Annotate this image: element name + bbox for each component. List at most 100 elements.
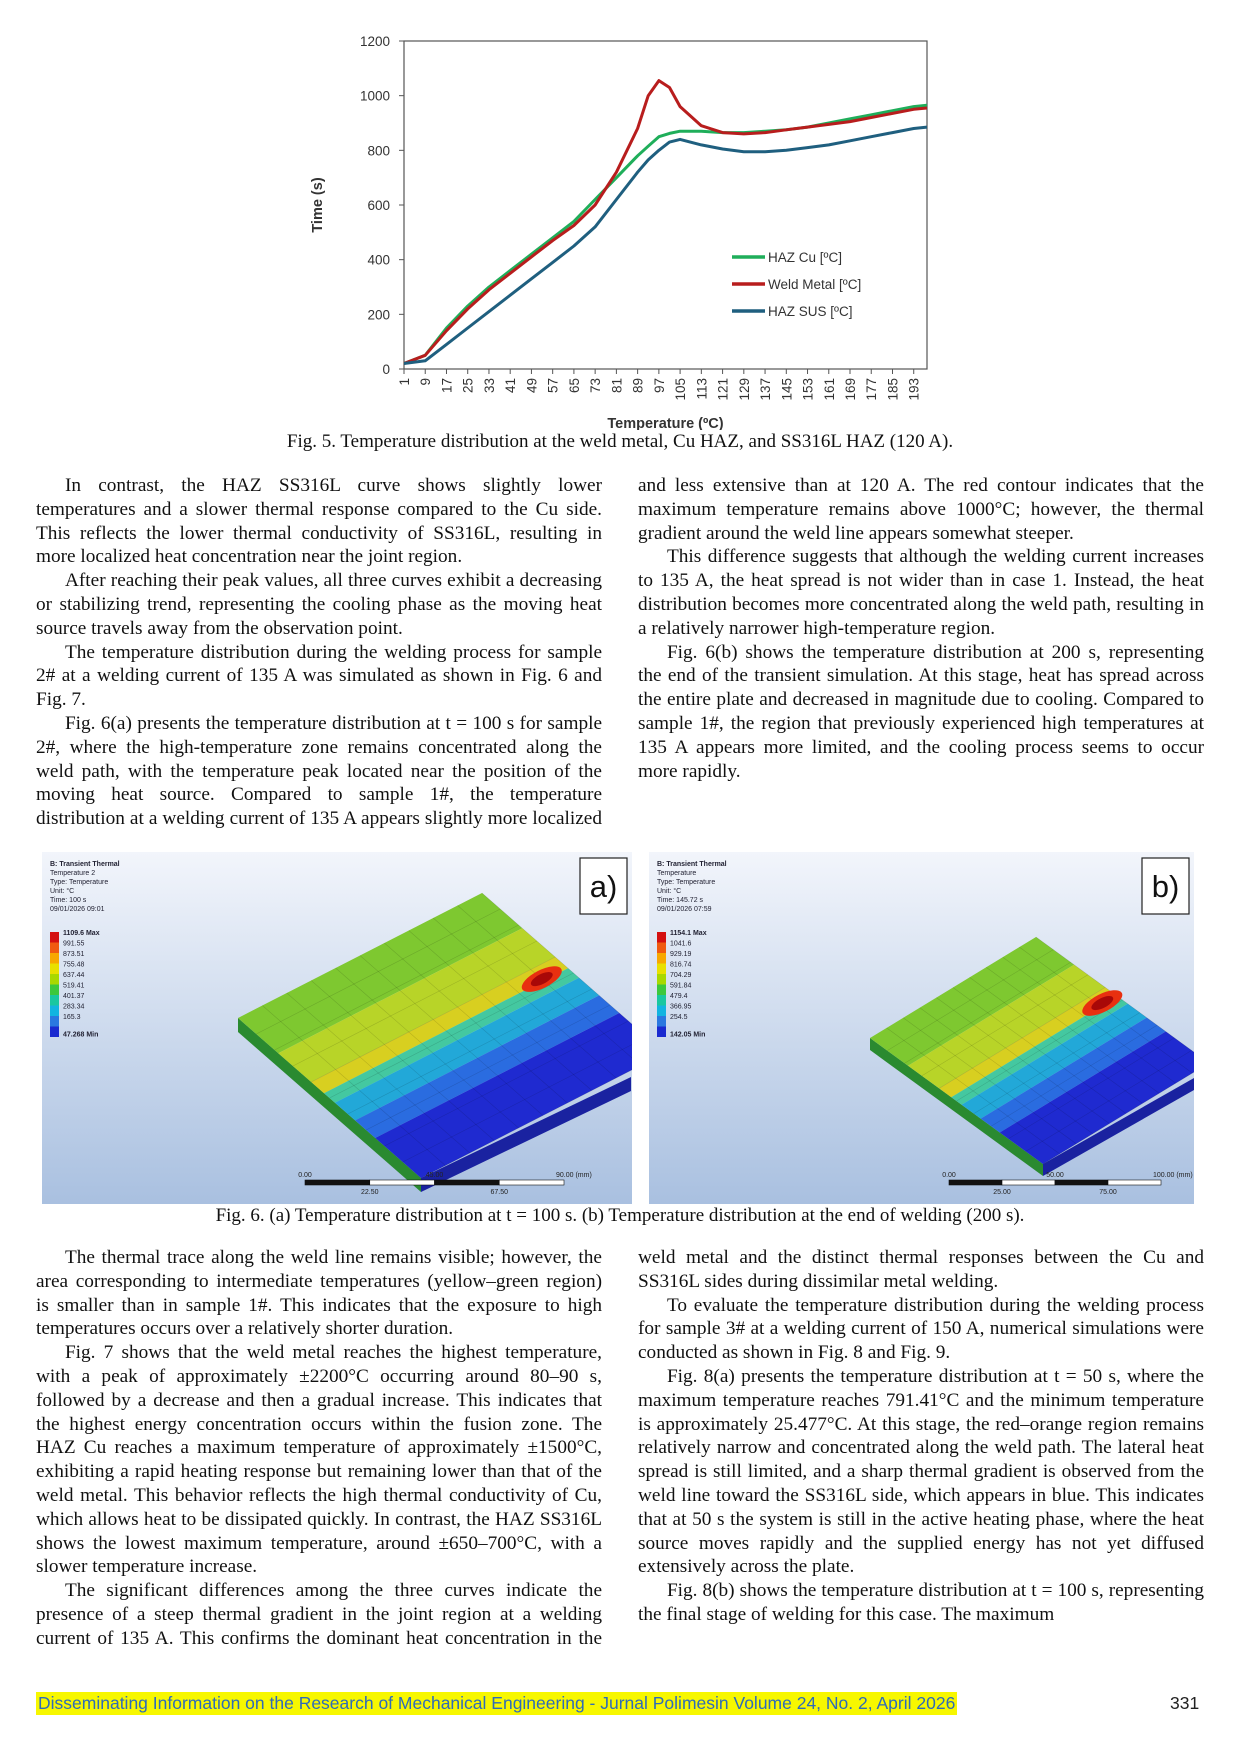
legend-color xyxy=(657,974,666,985)
x-tick-label: 121 xyxy=(716,378,731,401)
mesh-line xyxy=(956,999,1123,1102)
x-tick-label: 193 xyxy=(907,378,922,401)
plate-side xyxy=(870,1038,1043,1176)
temperature-band xyxy=(375,1013,632,1178)
legend-color xyxy=(50,974,59,985)
temperature-band xyxy=(278,928,556,1082)
mesh-line xyxy=(952,987,1127,1114)
legend-color xyxy=(657,963,666,974)
scale-label: 50.00 xyxy=(1046,1172,1064,1179)
series-line xyxy=(403,103,928,365)
mesh-line xyxy=(384,942,568,1104)
legend-color xyxy=(657,1016,666,1027)
legend-color xyxy=(657,1026,666,1037)
info-text: Temperature xyxy=(657,870,696,877)
legend-value: 142.05 Min xyxy=(670,1032,705,1039)
x-tick-label: 17 xyxy=(439,378,454,393)
mesh-line xyxy=(359,955,544,1116)
mesh-line xyxy=(365,1004,611,1131)
paragraph: Fig. 8(a) presents the temperature distr… xyxy=(638,1365,1204,1578)
scale-label: 22.50 xyxy=(361,1189,379,1196)
plot-frame xyxy=(403,40,928,370)
mesh-line xyxy=(347,988,592,1115)
legend-value: 254.5 xyxy=(670,1014,688,1021)
info-text: Temperature 2 xyxy=(50,870,95,877)
legend-value: 165.3 xyxy=(63,1014,81,1021)
y-tick-label: 1000 xyxy=(360,89,390,104)
mesh-line xyxy=(969,977,1143,1104)
y-tick-label: 400 xyxy=(367,253,390,268)
mesh-line xyxy=(919,1007,1093,1134)
figure-5-chart: 0 200 400 600 800 1000 1200 1 9 17 25 33 41 49 57 65 73 8… xyxy=(310,34,928,430)
mesh-line xyxy=(274,924,519,1051)
info-text: Time: 100 s xyxy=(50,897,87,904)
mesh-line xyxy=(973,1012,1140,1114)
mesh-line xyxy=(420,1069,632,1179)
legend-value: 519.41 xyxy=(63,983,85,990)
paragraph: Fig. 6(b) shows the temperature distribu… xyxy=(638,641,1204,782)
x-tick-label: 9 xyxy=(418,378,433,386)
scale-segment xyxy=(1001,1179,1056,1186)
scale-segment xyxy=(434,1179,500,1186)
y-tick-label: 600 xyxy=(367,198,390,213)
hot-core xyxy=(1091,996,1114,1011)
mesh-line xyxy=(886,1027,1060,1155)
mesh-line xyxy=(286,992,470,1154)
legend-color xyxy=(657,995,666,1006)
x-axis-title: Temperature (ºC) xyxy=(607,416,723,430)
info-text: Type: Temperature xyxy=(657,879,715,886)
scale-label: 45.00 xyxy=(426,1172,444,1179)
body-text: In contrast, the HAZ SS316L curve shows … xyxy=(36,474,1204,836)
mesh-line xyxy=(408,930,592,1091)
info-text: Unit: °C xyxy=(657,887,681,895)
x-tick-label: 153 xyxy=(801,378,816,401)
mesh-line xyxy=(939,987,1106,1089)
legend-color xyxy=(50,942,59,953)
mesh-line xyxy=(402,1044,632,1163)
info-text: 09/01/2026 07:59 xyxy=(657,906,712,913)
series-line xyxy=(403,79,928,365)
x-tick-label: 105 xyxy=(673,378,688,401)
paragraph: The temperature distribution during the … xyxy=(36,641,602,711)
mesh-line xyxy=(311,980,495,1141)
temperature-band xyxy=(939,987,1118,1098)
legend-value: 1154.1 Max xyxy=(670,930,707,937)
legend-color xyxy=(50,953,59,964)
mesh-line xyxy=(433,917,617,1079)
mesh-line xyxy=(329,972,574,1099)
mesh-line xyxy=(1002,956,1176,1084)
temperature-band xyxy=(961,1003,1147,1119)
panel-label: a) xyxy=(590,869,618,904)
temperature-band xyxy=(908,964,1106,1089)
mesh-line xyxy=(1008,1037,1175,1140)
mesh-line xyxy=(904,961,1071,1064)
y-axis-title: Time (s) xyxy=(310,177,326,233)
y-tick-label: 1200 xyxy=(360,34,390,49)
temperature-band xyxy=(951,996,1128,1105)
scale-segment xyxy=(1107,1179,1162,1186)
mesh-line xyxy=(1025,1050,1192,1152)
x-tick-label: 65 xyxy=(567,378,582,393)
legend-color xyxy=(50,1026,59,1037)
info-text: Unit: °C xyxy=(50,887,74,895)
scale-label: 0.00 xyxy=(298,1172,312,1179)
legend-color xyxy=(657,984,666,995)
info-text: B: Transient Thermal xyxy=(657,861,727,868)
x-tick-label: 41 xyxy=(503,378,518,393)
x-tick-label: 81 xyxy=(609,378,624,393)
legend-value: 704.29 xyxy=(670,972,692,979)
x-tick-label: 145 xyxy=(779,378,794,401)
x-tick-label: 89 xyxy=(631,378,646,393)
panel-label: b) xyxy=(1152,869,1180,904)
mesh-line xyxy=(262,1005,446,1166)
x-tick-label: 185 xyxy=(885,378,900,401)
temperature-band xyxy=(324,968,579,1103)
simulation-image: B: Transient Thermal Temperature 2 Type: T… xyxy=(42,852,632,1204)
plate-side xyxy=(238,1018,421,1192)
paragraph: In contrast, the HAZ SS316L curve shows … xyxy=(36,475,602,568)
x-tick-label: 169 xyxy=(843,378,858,401)
info-text: B: Transient Thermal xyxy=(50,861,120,868)
mesh-line xyxy=(481,892,632,1025)
mesh-line xyxy=(903,1017,1077,1145)
legend-value: 1109.6 Max xyxy=(63,930,100,937)
